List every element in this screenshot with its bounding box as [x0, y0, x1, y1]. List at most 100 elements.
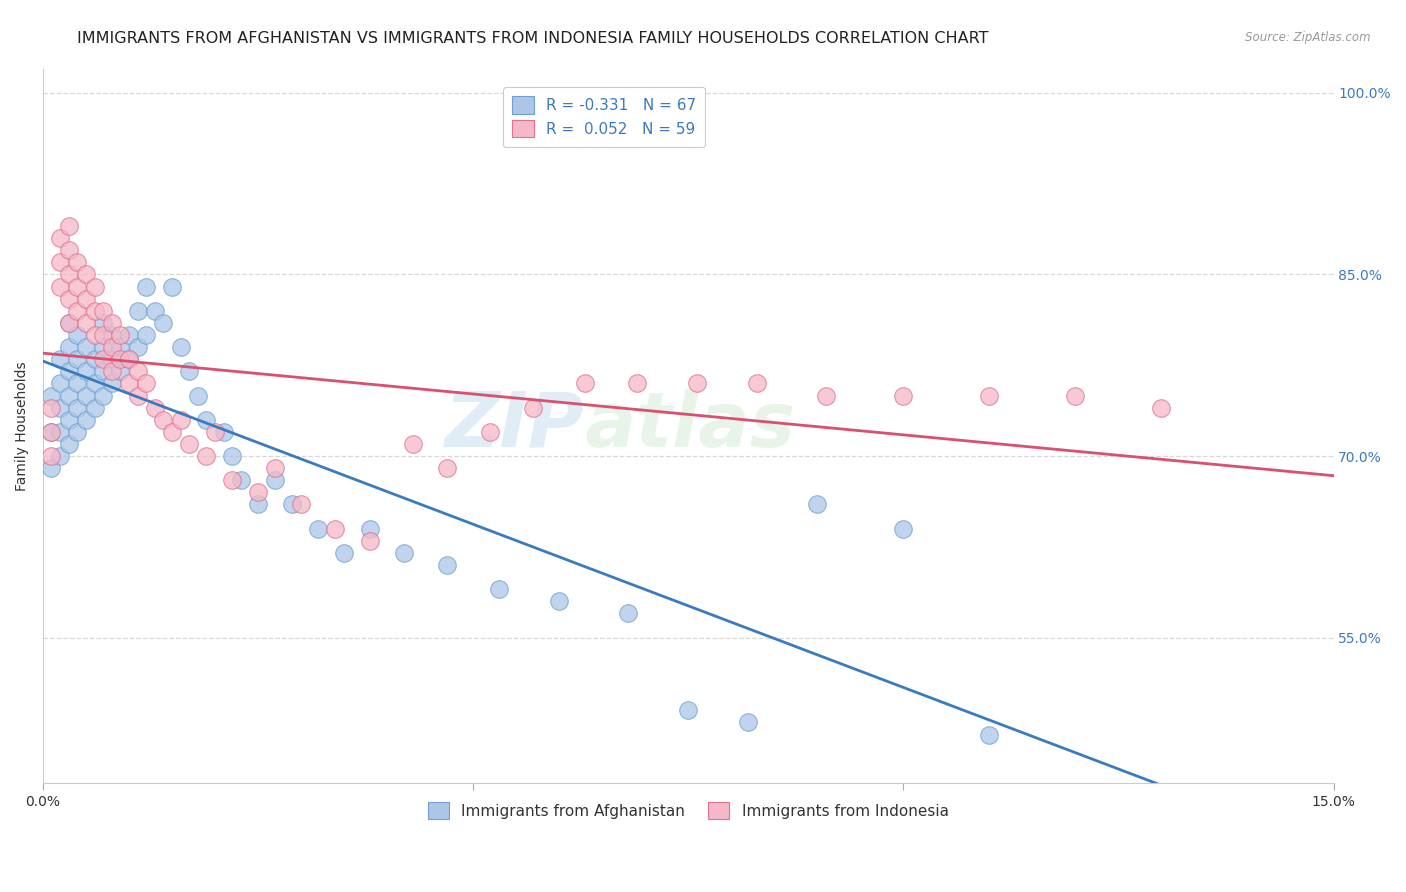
Point: [307, 522, 329, 536]
Point: [325, 522, 347, 536]
Point: [91, 364, 114, 378]
Point: [49, 449, 72, 463]
Point: [891, 522, 914, 536]
Point: [83, 376, 105, 391]
Point: [204, 425, 226, 439]
Point: [135, 279, 157, 293]
Point: [83, 279, 105, 293]
Point: [75, 364, 97, 378]
Point: [246, 498, 269, 512]
Point: [436, 558, 458, 572]
Point: [281, 498, 304, 512]
Point: [574, 376, 596, 391]
Point: [66, 255, 89, 269]
Point: [152, 316, 174, 330]
Point: [333, 546, 356, 560]
Point: [91, 303, 114, 318]
Point: [91, 340, 114, 354]
Point: [1064, 388, 1087, 402]
Point: [41, 401, 63, 415]
Point: [41, 425, 63, 439]
Point: [676, 703, 699, 717]
Point: [41, 425, 63, 439]
Point: [143, 303, 166, 318]
Point: [118, 352, 141, 367]
Point: [626, 376, 648, 391]
Point: [979, 728, 1001, 742]
Point: [66, 303, 89, 318]
Text: ZIP: ZIP: [446, 389, 585, 463]
Point: [49, 401, 72, 415]
Point: [169, 340, 191, 354]
Point: [66, 352, 89, 367]
Point: [160, 425, 183, 439]
Point: [110, 328, 132, 343]
Point: [49, 425, 72, 439]
Point: [91, 316, 114, 330]
Point: [135, 328, 157, 343]
Point: [737, 715, 759, 730]
Point: [169, 413, 191, 427]
Point: [179, 437, 201, 451]
Point: [212, 425, 235, 439]
Point: [548, 594, 571, 608]
Point: [110, 364, 132, 378]
Point: [100, 364, 122, 378]
Point: [41, 461, 63, 475]
Text: atlas: atlas: [585, 389, 796, 463]
Point: [264, 461, 287, 475]
Point: [814, 388, 837, 402]
Point: [522, 401, 544, 415]
Point: [49, 352, 72, 367]
Point: [58, 316, 80, 330]
Point: [75, 316, 97, 330]
Point: [58, 316, 80, 330]
Point: [1150, 401, 1173, 415]
Point: [359, 533, 381, 548]
Point: [152, 413, 174, 427]
Point: [127, 388, 149, 402]
Point: [91, 328, 114, 343]
Point: [246, 485, 269, 500]
Point: [160, 279, 183, 293]
Point: [49, 279, 72, 293]
Point: [91, 388, 114, 402]
Point: [75, 268, 97, 282]
Point: [49, 231, 72, 245]
Point: [891, 388, 914, 402]
Point: [66, 328, 89, 343]
Point: [83, 328, 105, 343]
Point: [58, 268, 80, 282]
Point: [745, 376, 768, 391]
Point: [58, 364, 80, 378]
Point: [806, 498, 828, 512]
Point: [83, 303, 105, 318]
Point: [979, 388, 1001, 402]
Point: [49, 255, 72, 269]
Point: [83, 352, 105, 367]
Point: [127, 364, 149, 378]
Point: [100, 328, 122, 343]
Point: [58, 437, 80, 451]
Point: [686, 376, 709, 391]
Point: [143, 401, 166, 415]
Point: [617, 607, 640, 621]
Point: [75, 340, 97, 354]
Point: [58, 219, 80, 233]
Point: [41, 388, 63, 402]
Point: [75, 413, 97, 427]
Point: [58, 292, 80, 306]
Point: [58, 243, 80, 257]
Point: [195, 413, 218, 427]
Legend: Immigrants from Afghanistan, Immigrants from Indonesia: Immigrants from Afghanistan, Immigrants …: [422, 796, 955, 825]
Point: [41, 449, 63, 463]
Text: IMMIGRANTS FROM AFGHANISTAN VS IMMIGRANTS FROM INDONESIA FAMILY HOUSEHOLDS CORRE: IMMIGRANTS FROM AFGHANISTAN VS IMMIGRANT…: [77, 31, 988, 46]
Point: [100, 376, 122, 391]
Point: [110, 352, 132, 367]
Point: [75, 292, 97, 306]
Point: [127, 303, 149, 318]
Point: [118, 328, 141, 343]
Point: [110, 340, 132, 354]
Point: [127, 340, 149, 354]
Point: [135, 376, 157, 391]
